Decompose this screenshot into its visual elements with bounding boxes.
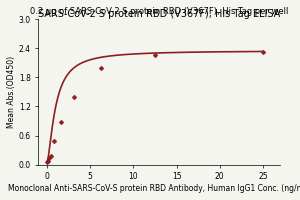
X-axis label: Monoclonal Anti-SARS-CoV-S protein RBD Antibody, Human IgG1 Conc. (ng/mL): Monoclonal Anti-SARS-CoV-S protein RBD A… — [8, 184, 300, 193]
Title: SARS-CoV-2 S protein RBD (V367F), His Tag ELISA: SARS-CoV-2 S protein RBD (V367F), His Ta… — [38, 9, 280, 19]
Text: 0.2 μg of SARS-CoV-2 S protein RBD (V367F), His Tag per well: 0.2 μg of SARS-CoV-2 S protein RBD (V367… — [30, 7, 289, 16]
Y-axis label: Mean Abs.(OD450): Mean Abs.(OD450) — [7, 56, 16, 128]
